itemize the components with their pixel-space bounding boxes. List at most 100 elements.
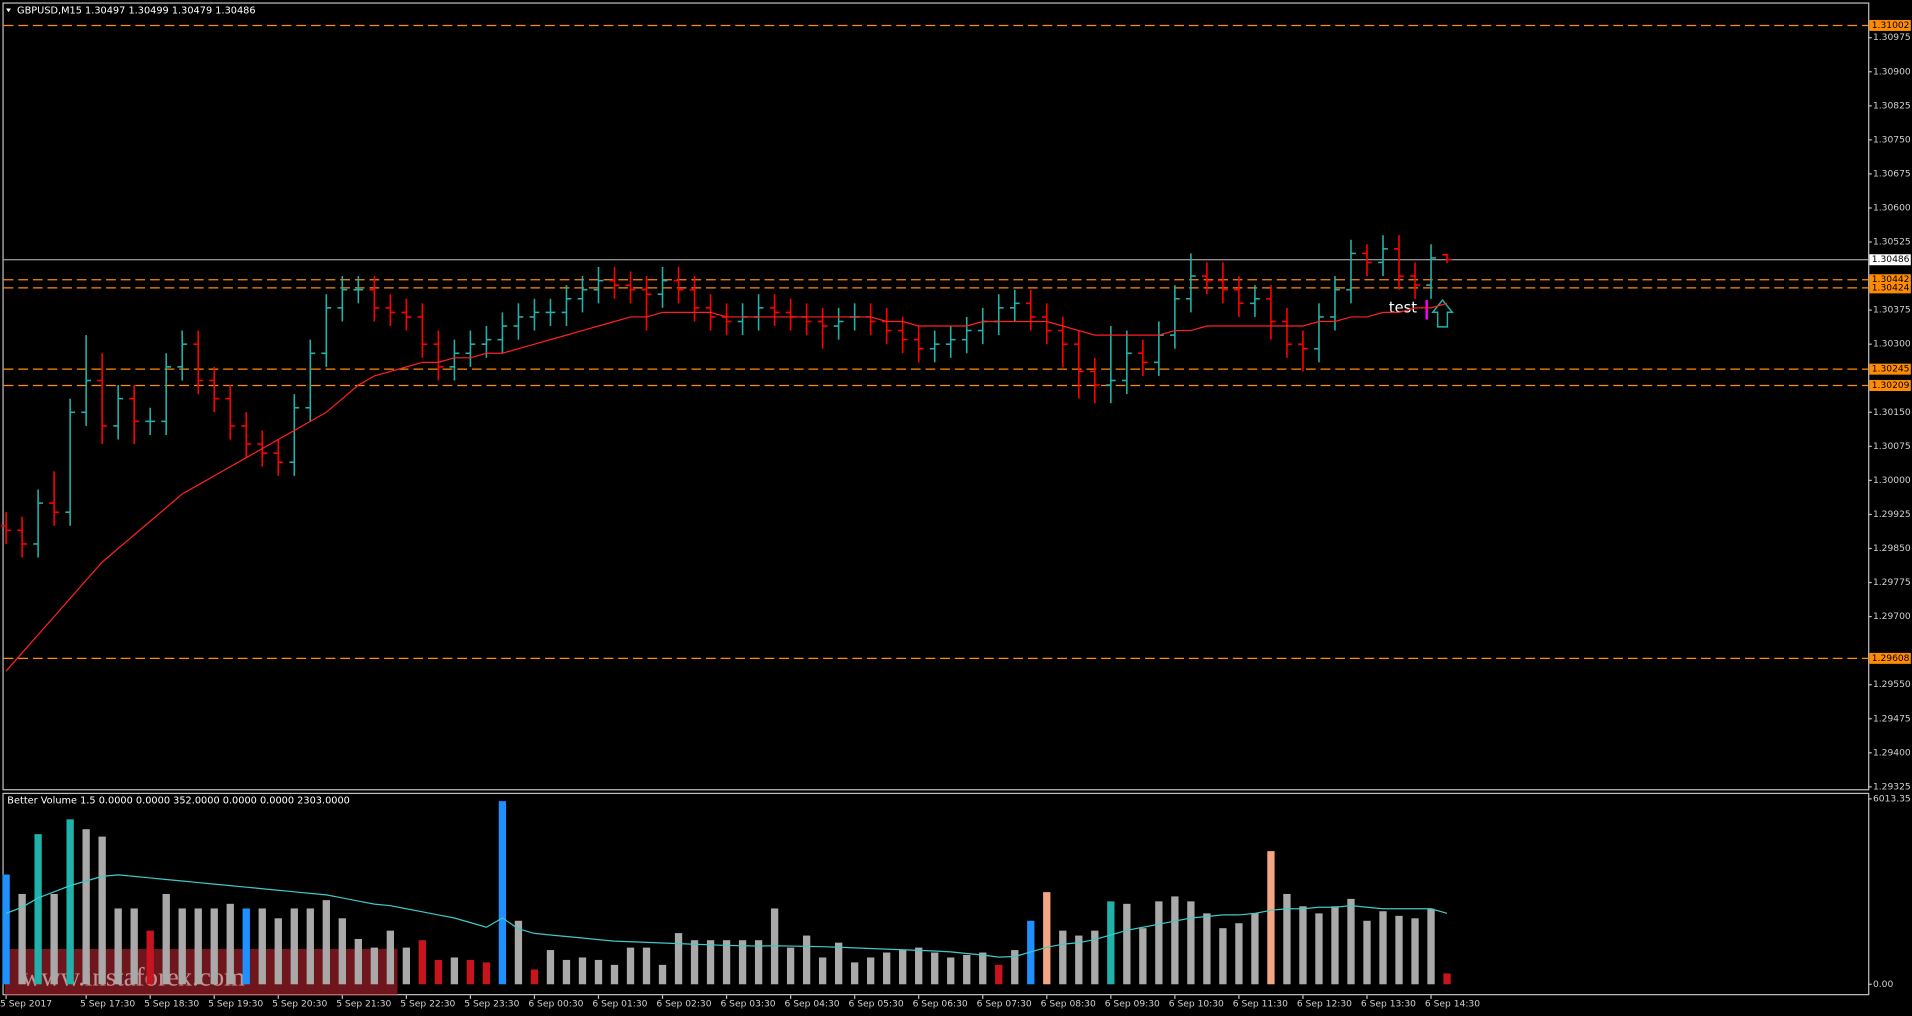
y-tick-label: 1.29325 (1873, 782, 1911, 792)
volume-bar (1283, 893, 1291, 985)
volume-bar (1107, 901, 1115, 985)
volume-bar (434, 959, 443, 985)
x-tick-label: 5 Sep 18:30 (144, 999, 199, 1009)
price-label: 1.30486 (1872, 255, 1910, 265)
x-tick-label: 6 Sep 10:30 (1169, 999, 1224, 1009)
volume-bar (1155, 901, 1163, 985)
volume-bar (931, 952, 939, 985)
volume-bar (642, 947, 651, 985)
x-tick-label: 6 Sep 03:30 (720, 999, 775, 1009)
volume-bar (1331, 906, 1339, 985)
volume-average (5, 874, 1448, 958)
volume-bar (850, 962, 859, 985)
x-tick-label: 6 Sep 12:30 (1297, 999, 1352, 1009)
volume-bar (802, 935, 811, 985)
y-tick-label: 1.29775 (1873, 578, 1911, 588)
volume-bar (290, 908, 298, 985)
level-label-box (1869, 380, 1911, 391)
y-tick-label: 1.30900 (1873, 67, 1911, 77)
volume-bar (1379, 911, 1387, 985)
volume-bar (1139, 928, 1147, 985)
x-tick-label: 6 Sep 09:30 (1105, 999, 1160, 1009)
y-tick-label: 0.00 (1873, 980, 1894, 990)
volume-bar (466, 959, 475, 985)
volume-bar (370, 947, 378, 985)
volume-bar (658, 964, 667, 985)
volume-bar (130, 908, 138, 985)
y-tick-label: 1.30525 (1873, 238, 1911, 248)
volume-bar (50, 893, 58, 985)
volume-bar (947, 957, 955, 985)
volume-bar (1219, 928, 1227, 985)
level-label: 1.29608 (1872, 654, 1910, 664)
volume-bar (1091, 930, 1099, 985)
volume-bar (1267, 851, 1275, 985)
volume-bar (1235, 923, 1243, 985)
volume-bar (1395, 915, 1403, 985)
x-tick-label: 5 Sep 20:30 (272, 999, 327, 1009)
volume-bar (322, 900, 330, 985)
volume-bar (690, 940, 699, 985)
volume-bar (498, 801, 507, 985)
y-tick-label: 1.30825 (1873, 101, 1911, 111)
y-tick-label: 6013.35 (1873, 794, 1911, 804)
volume-bar (210, 908, 218, 985)
volume-bar (1315, 913, 1323, 985)
level-label-box (1869, 282, 1911, 294)
volume-bar (995, 964, 1003, 985)
volume-bar (1187, 901, 1195, 985)
volume-bar (1043, 892, 1051, 985)
volume-bar (2, 874, 10, 985)
level-label: 1.30245 (1872, 365, 1910, 375)
x-tick-label: 6 Sep 01:30 (592, 999, 647, 1009)
level-label-box (1869, 274, 1911, 286)
volume-bar (514, 920, 523, 985)
volume-bar (594, 959, 603, 985)
volume-bar (754, 940, 763, 985)
volume-bar (146, 930, 154, 985)
level-label: 1.30424 (1872, 283, 1910, 293)
volume-bar (610, 964, 619, 985)
volume-bar (450, 957, 459, 985)
volume-bar (1363, 920, 1371, 985)
volume-bar (899, 950, 907, 985)
x-tick-label: 5 Sep 2017 (0, 999, 52, 1009)
volume-bar (867, 957, 875, 985)
x-tick-label: 6 Sep 04:30 (785, 999, 840, 1009)
volume-bar (1411, 918, 1419, 985)
volume-bar (1299, 906, 1307, 985)
volume-bar (818, 957, 827, 985)
price-header: GBPUSD,M15 1.30497 1.30499 1.30479 1.304… (17, 5, 256, 16)
price-label-box (1869, 254, 1911, 266)
volume-bar (1203, 913, 1211, 985)
level-label-box (1869, 19, 1911, 31)
x-tick-label: 6 Sep 06:30 (913, 999, 968, 1009)
x-tick-label: 6 Sep 07:30 (977, 999, 1032, 1009)
volume-bar (530, 969, 539, 985)
volume-bar (1251, 913, 1259, 985)
volume-bar (226, 903, 234, 985)
y-tick-label: 1.30975 (1873, 33, 1911, 43)
volume-bar (738, 940, 747, 985)
volume-bar (306, 908, 314, 985)
volume-bar (626, 947, 635, 985)
y-tick-label: 1.30150 (1873, 408, 1911, 418)
volume-bar (1123, 903, 1131, 985)
volume-bar (1347, 898, 1355, 985)
price-panel-frame (2, 2, 1870, 791)
y-tick-label: 1.30300 (1873, 340, 1911, 350)
volume-bar (1075, 935, 1083, 985)
volume-bar (674, 933, 683, 985)
y-tick-label: 1.29550 (1873, 680, 1911, 690)
x-tick-label: 6 Sep 02:30 (656, 999, 711, 1009)
volume-bar (386, 930, 395, 985)
up-arrow (1431, 298, 1454, 328)
volume-bar (706, 940, 715, 985)
menu-arrow[interactable] (6, 8, 11, 13)
volume-bar (1427, 908, 1435, 985)
volume-bar (18, 893, 26, 985)
level-label: 1.30442 (1872, 275, 1910, 285)
volume-bar (418, 940, 427, 985)
x-tick-label: 6 Sep 11:30 (1233, 999, 1288, 1009)
x-tick-label: 6 Sep 00:30 (528, 999, 583, 1009)
